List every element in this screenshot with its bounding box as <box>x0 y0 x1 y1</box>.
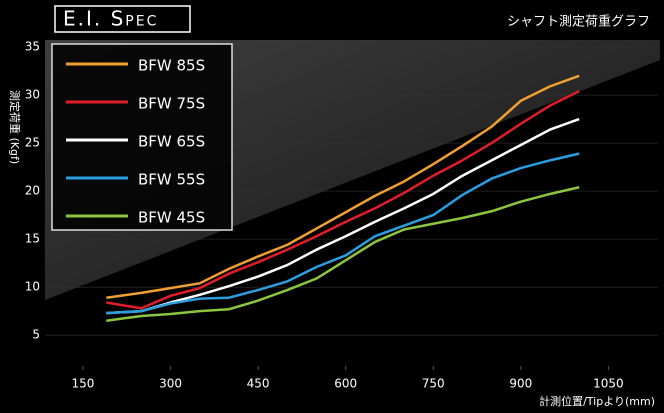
series-line <box>106 90 580 310</box>
lines <box>106 74 580 323</box>
x-tick-label: 450 <box>247 377 270 391</box>
y-tick-label: 30 <box>25 88 40 102</box>
y-tick-label: 5 <box>32 328 40 342</box>
y-tick-label: 10 <box>25 280 40 294</box>
x-tick-label: 300 <box>159 377 182 391</box>
y-tick-label: 25 <box>25 136 40 150</box>
legend-label: BFW 75S <box>138 95 205 113</box>
series-line <box>106 186 580 323</box>
legend-label: BFW 55S <box>138 171 205 189</box>
legend-label: BFW 45S <box>138 209 205 227</box>
grid: 5 10 15 20 25 30 35 150 300 450 600 750 900 1050 <box>25 40 658 391</box>
x-tick-label: 1050 <box>593 377 624 391</box>
series-line <box>106 152 580 315</box>
legend <box>51 43 233 231</box>
header <box>2 2 662 32</box>
series-line <box>106 117 580 315</box>
y-tick-label: 15 <box>25 232 40 246</box>
x-tick-label: 900 <box>509 377 532 391</box>
legend-label: BFW 65S <box>138 133 205 151</box>
chart-subtitle: シャフト測定荷重グラフ <box>507 14 650 30</box>
y-tick-label: 35 <box>25 40 40 54</box>
chart-title: E.I. Spec <box>63 7 158 31</box>
legend-label: BFW 85S <box>138 57 205 75</box>
x-tick-label: 600 <box>334 377 357 391</box>
x-tick-label: 150 <box>71 377 94 391</box>
title-box <box>54 5 191 33</box>
x-axis-label: 計測位置/Tipより(mm) <box>539 394 655 408</box>
y-axis-label: 測定荷重 (Kgf) <box>8 90 22 164</box>
series-line <box>106 74 580 299</box>
legend-items: BFW 85S BFW 75S BFW 65S BFW 55S BFW 45S <box>66 57 205 227</box>
x-tick-label: 750 <box>422 377 445 391</box>
y-tick-label: 20 <box>25 184 40 198</box>
